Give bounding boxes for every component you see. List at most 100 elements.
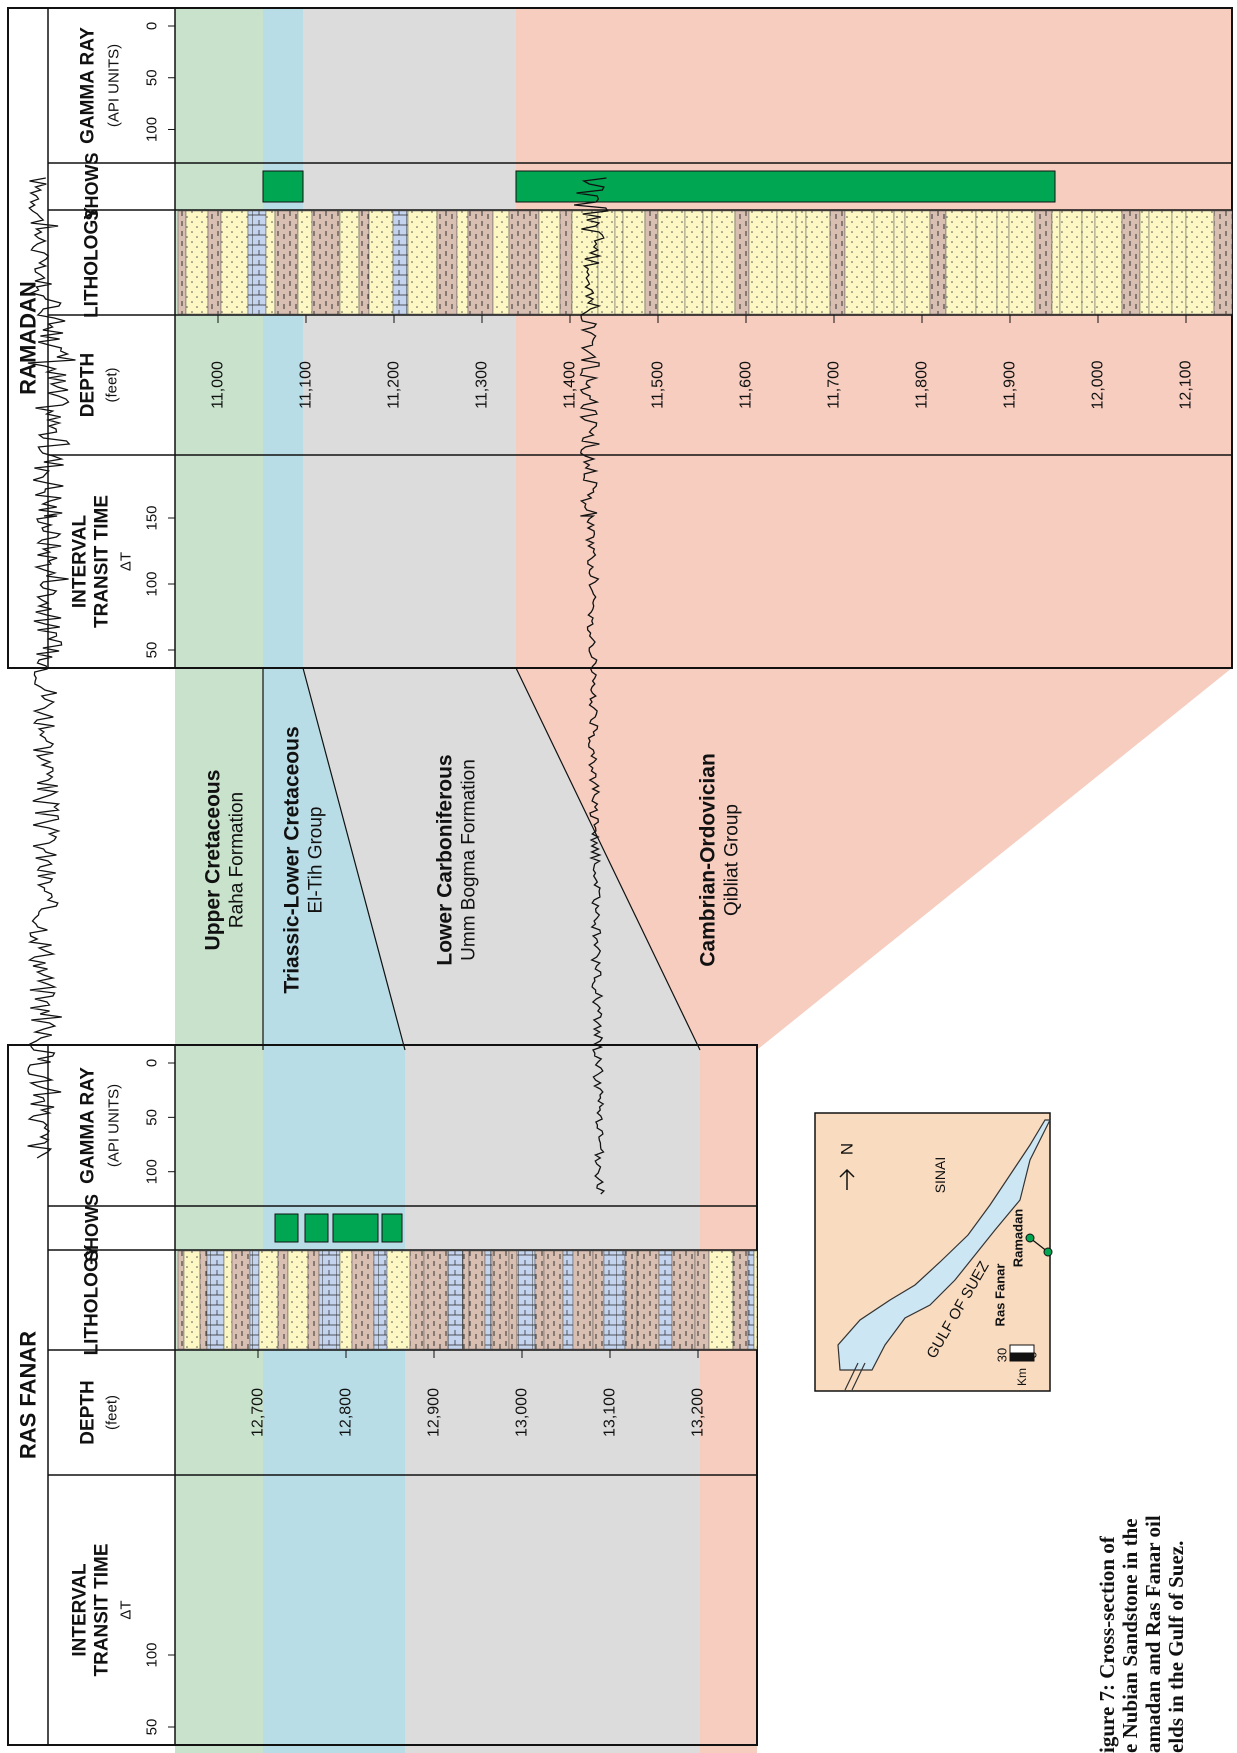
- lithology-bed-20: [559, 210, 573, 315]
- lithology-bed-27: [562, 1250, 574, 1350]
- formation-bands: [175, 8, 1237, 1753]
- lithology-bed-13: [351, 1250, 375, 1350]
- itt-header-line2: TRANSIT TIME: [92, 1544, 113, 1677]
- lithology-bed-3: [220, 210, 249, 315]
- lithology-bed-50: [1121, 210, 1141, 315]
- corridor-band-1: [263, 668, 405, 1050]
- gamma-ray-header: GAMMA RAY: [78, 27, 99, 144]
- lithology-bed-19: [538, 210, 561, 315]
- ras-fanar-band-2: [405, 1050, 700, 1753]
- lithology-bed-17: [492, 210, 510, 315]
- lithology-bed-3: [206, 1250, 225, 1350]
- lithology-bed-14: [436, 210, 458, 315]
- lithology-bed-30: [734, 210, 750, 315]
- lithology-bed-31: [748, 210, 778, 315]
- lithology-bed-10: [358, 210, 370, 315]
- lithology-bed-4: [247, 210, 267, 315]
- lithology-bed-43: [996, 210, 1010, 315]
- correlation-line-3: [515, 667, 701, 1051]
- canal-icon: [844, 1362, 866, 1391]
- unit-name-2: Umm Bogma Formation: [459, 759, 480, 961]
- lithology-bed-12: [392, 210, 409, 315]
- ras-fanar-well-panel: RAS FANAR GAMMA RAY (API UNITS) SHOWSLITHOL…: [7, 1044, 758, 1746]
- correlation-line-2: [302, 667, 406, 1051]
- lithology-bed-32: [776, 210, 797, 315]
- lithology-bed-9: [339, 210, 360, 315]
- lithology-bed-11: [318, 1250, 341, 1350]
- show-bar-1: [515, 170, 1056, 203]
- lithology-bed-11: [368, 210, 394, 315]
- lithology-bed-36: [844, 210, 875, 315]
- lithology-bed-13: [407, 210, 438, 315]
- depth-label-3: 11,300: [474, 361, 491, 409]
- lithology-bed-49: [1094, 210, 1123, 315]
- ras-fanar-marker: [1043, 1247, 1053, 1257]
- lithology-bed-29: [711, 210, 736, 315]
- lithology-bed-22: [491, 1250, 510, 1350]
- lithology-bed-16: [409, 1250, 425, 1350]
- well-name: RAS FANAR: [16, 1331, 41, 1459]
- gamma-ray-log: [27, 177, 76, 1159]
- ras-fanar-map-label: Ras Fanar: [993, 1264, 1008, 1327]
- gamma-tick-label-1: 50: [144, 69, 161, 86]
- panel-frame: [7, 1044, 758, 1746]
- lithology-bed-39: [904, 210, 931, 315]
- lithology-bed-24: [516, 1250, 536, 1350]
- lithology-bed-48: [1081, 210, 1096, 315]
- lithology-bed-52: [1148, 210, 1173, 315]
- gamma-ray-header: GAMMA RAY: [78, 1067, 99, 1184]
- show-bar-3: [381, 1213, 403, 1243]
- caption-line-4: elds in the Gulf of Suez.: [1164, 1540, 1188, 1753]
- depth-units-header: (feet): [104, 1395, 121, 1430]
- gulf-of-suez-water: [837, 1119, 1051, 1371]
- lithology-bed-28: [702, 210, 713, 315]
- gamma-units-header: (API UNITS): [106, 1084, 123, 1167]
- ramadan-band-2: [303, 8, 516, 668]
- depth-label-3: 13,000: [514, 1388, 531, 1437]
- lithology-bed-35: [694, 1250, 710, 1350]
- lithology-bed-32: [636, 1250, 660, 1350]
- lithology-bed-12: [339, 1250, 353, 1350]
- lithology-bed-23: [614, 210, 624, 315]
- unit-age-0: Upper Cretaceous: [202, 770, 225, 951]
- lithology-bed-5: [265, 210, 276, 315]
- lithology-bed-53: [1171, 210, 1187, 315]
- lithology-bed-33: [658, 1250, 673, 1350]
- lithology-bed-38: [747, 1250, 755, 1350]
- corridor-band-2: [303, 668, 700, 1050]
- lithology-bed-22: [597, 210, 616, 315]
- itt-header-line1: INTERVAL: [70, 1563, 91, 1657]
- lithology-bed-51: [1139, 210, 1150, 315]
- lithology-bed-27: [684, 210, 704, 315]
- depth-label-4: 11,400: [562, 361, 579, 409]
- gamma-tick-label-2: 100: [144, 1159, 161, 1184]
- ramadan-map-label: Ramadan: [1011, 1209, 1026, 1268]
- ramadan-well-panel: RAMADAN GAMMA RAY (API UNITS) SHOWSLITHOLOG…: [7, 7, 1233, 1195]
- lithology-bed-37: [732, 1250, 749, 1350]
- depth-label-1: 11,100: [298, 361, 315, 409]
- depth-label-11: 12,100: [1178, 360, 1195, 409]
- itt-tick-label-1: 100: [144, 1642, 161, 1667]
- shows-header: SHOWS: [82, 152, 102, 220]
- shows-header: SHOWS: [82, 1194, 102, 1262]
- unit-name-1: El-Tih Group: [306, 807, 327, 914]
- lithology-bed-45: [1034, 210, 1053, 315]
- lithology-bed-26: [657, 210, 686, 315]
- caption-line-2: e Nubian Sandstone in the: [1118, 1518, 1142, 1753]
- unit-name-0: Raha Formation: [227, 792, 248, 928]
- sinai-label: SINAI: [932, 1157, 948, 1194]
- itt-symbol: ΔT: [118, 552, 135, 571]
- depth-label-9: 11,900: [1002, 361, 1019, 409]
- lithology-bed-9: [287, 1250, 309, 1350]
- lithology-bed-24: [622, 210, 646, 315]
- lithology-column: [177, 210, 1233, 315]
- lithology-bed-15: [456, 210, 469, 315]
- unit-age-3: Cambrian-Ordovician: [697, 753, 720, 967]
- lithology-bed-55: [1213, 210, 1233, 315]
- lithology-bed-37: [873, 210, 895, 315]
- lithology-header: LITHOLOGY: [82, 207, 103, 318]
- lithology-bed-38: [893, 210, 906, 315]
- depth-header: DEPTH: [78, 1380, 99, 1444]
